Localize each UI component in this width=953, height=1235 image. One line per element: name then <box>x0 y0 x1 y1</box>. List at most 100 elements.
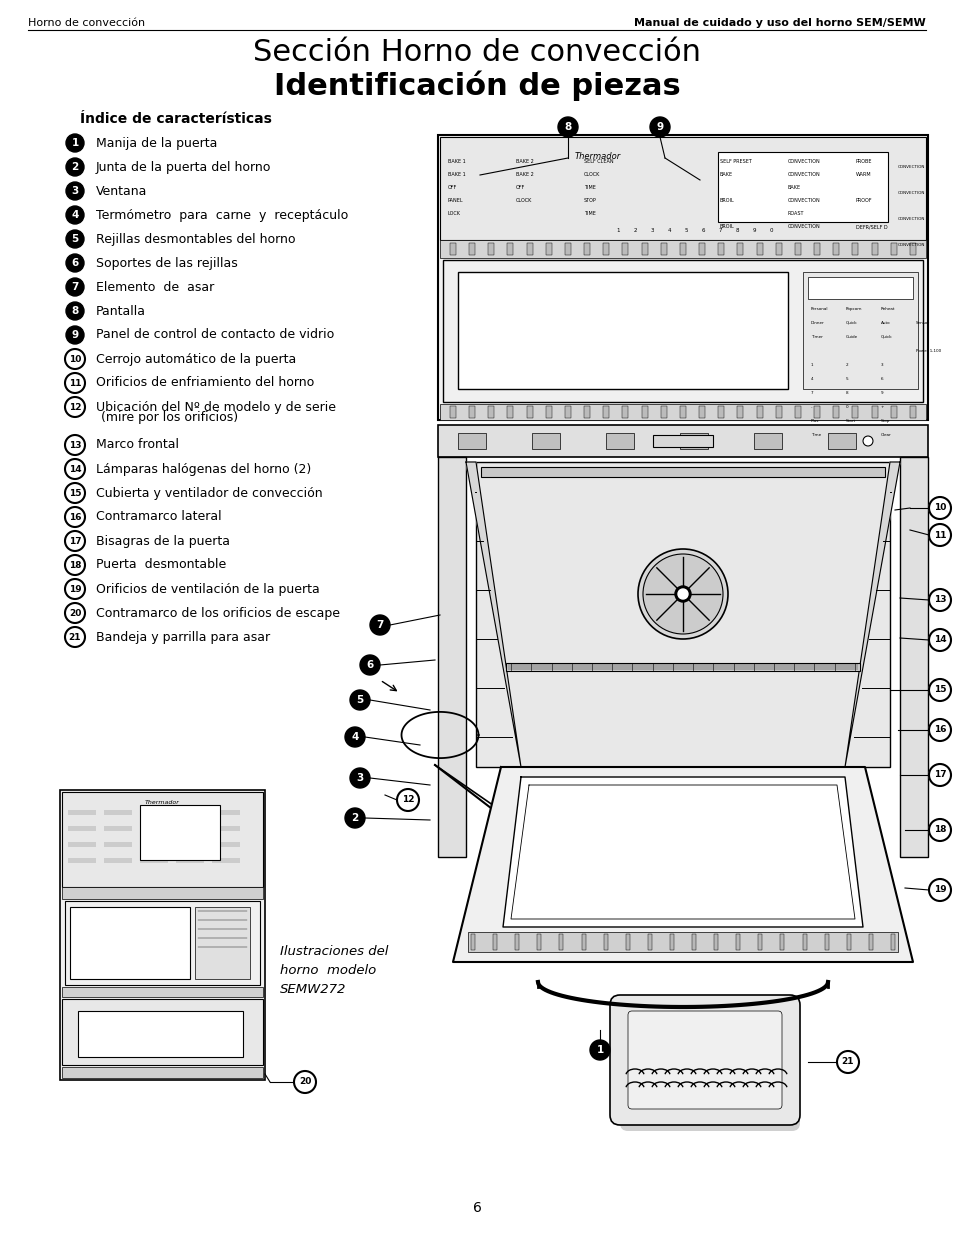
Circle shape <box>65 373 85 393</box>
Circle shape <box>638 550 727 638</box>
Circle shape <box>65 555 85 576</box>
Text: BROIL: BROIL <box>720 224 734 228</box>
Circle shape <box>862 436 872 446</box>
Text: 14: 14 <box>69 464 81 473</box>
Text: 6: 6 <box>880 377 882 382</box>
Text: Contramarco de los orificios de escape: Contramarco de los orificios de escape <box>96 606 339 620</box>
Bar <box>605 433 634 450</box>
Text: 5: 5 <box>356 695 363 705</box>
Text: 8: 8 <box>735 228 738 233</box>
Bar <box>871 243 877 254</box>
Text: 17: 17 <box>69 536 81 546</box>
Circle shape <box>66 158 84 177</box>
Text: Bandeja y parrilla para asar: Bandeja y parrilla para asar <box>96 631 270 643</box>
FancyBboxPatch shape <box>619 1005 800 1131</box>
Text: 9: 9 <box>656 122 663 132</box>
Text: Popcorn: Popcorn <box>845 308 862 311</box>
Text: Junta de la puerta del horno: Junta de la puerta del horno <box>96 161 271 173</box>
Text: CONVECTION: CONVECTION <box>787 198 820 203</box>
Circle shape <box>66 326 84 345</box>
Bar <box>60 790 265 1079</box>
Text: 16: 16 <box>69 513 81 521</box>
Bar <box>140 805 220 860</box>
Bar <box>104 826 132 831</box>
Bar <box>602 406 609 417</box>
Circle shape <box>589 1040 609 1060</box>
Text: Marco frontal: Marco frontal <box>96 438 179 452</box>
Text: Sensor: Sensor <box>915 321 929 325</box>
Text: 6: 6 <box>700 228 704 233</box>
Bar <box>652 435 712 447</box>
Bar <box>545 406 551 417</box>
Text: Clear: Clear <box>880 433 891 437</box>
Text: Lámparas halógenas del horno (2): Lámparas halógenas del horno (2) <box>96 462 311 475</box>
Text: Ubicación del Nº de modelo y de serie: Ubicación del Nº de modelo y de serie <box>96 400 335 414</box>
Circle shape <box>66 303 84 320</box>
Bar <box>526 406 532 417</box>
Bar <box>647 934 651 950</box>
Text: Guide: Guide <box>845 335 858 338</box>
Bar <box>801 934 805 950</box>
Bar <box>753 433 781 450</box>
Text: Puerta  desmontable: Puerta desmontable <box>96 558 226 572</box>
Bar <box>603 934 607 950</box>
Circle shape <box>65 531 85 551</box>
Text: Orificios de enfriamiento del horno: Orificios de enfriamiento del horno <box>96 377 314 389</box>
Text: BROIL: BROIL <box>720 198 734 203</box>
Text: 3: 3 <box>356 773 363 783</box>
Bar <box>194 906 250 979</box>
Circle shape <box>345 727 365 747</box>
Text: WARM: WARM <box>855 172 871 177</box>
Bar <box>437 457 465 857</box>
Text: STOP: STOP <box>583 198 597 203</box>
Text: Manual de cuidado y uso del horno SEM/SEMW: Manual de cuidado y uso del horno SEM/SE… <box>634 19 925 28</box>
FancyBboxPatch shape <box>627 1011 781 1109</box>
Text: 7: 7 <box>71 282 78 291</box>
Bar <box>660 406 666 417</box>
Text: CONVECTION: CONVECTION <box>897 191 924 195</box>
Bar <box>890 243 896 254</box>
Text: 15: 15 <box>69 489 81 498</box>
Text: 3: 3 <box>880 363 882 367</box>
Text: Ilustraciones del
horno  modelo
SEMW272: Ilustraciones del horno modelo SEMW272 <box>280 945 388 995</box>
Bar <box>488 406 494 417</box>
Text: Pantalla: Pantalla <box>96 305 146 317</box>
Text: 6: 6 <box>71 258 78 268</box>
Bar <box>823 934 828 950</box>
Text: SELF PRESET: SELF PRESET <box>720 159 751 164</box>
Text: -: - <box>810 405 812 409</box>
Circle shape <box>350 690 370 710</box>
Bar <box>622 406 628 417</box>
Text: Reheat: Reheat <box>880 308 895 311</box>
Text: 10: 10 <box>933 504 945 513</box>
Text: Start: Start <box>845 419 855 424</box>
Circle shape <box>649 117 669 137</box>
Text: 1: 1 <box>71 138 78 148</box>
Circle shape <box>65 579 85 599</box>
Bar <box>439 404 925 420</box>
Bar <box>775 406 781 417</box>
Text: 9: 9 <box>752 228 755 233</box>
Bar <box>471 934 475 950</box>
Bar <box>480 467 884 477</box>
Text: Dinner: Dinner <box>810 321 824 325</box>
Bar <box>909 243 915 254</box>
Bar <box>718 152 887 222</box>
Bar <box>437 135 927 420</box>
Circle shape <box>66 135 84 152</box>
Bar <box>488 243 494 254</box>
Text: 4: 4 <box>351 732 358 742</box>
Text: 0: 0 <box>768 228 772 233</box>
Text: 3: 3 <box>650 228 653 233</box>
Text: 2: 2 <box>633 228 636 233</box>
Circle shape <box>66 254 84 272</box>
Bar <box>62 887 263 899</box>
Text: Thermador: Thermador <box>575 152 620 161</box>
Circle shape <box>65 483 85 503</box>
Bar <box>175 826 204 831</box>
Text: Contramarco lateral: Contramarco lateral <box>96 510 221 524</box>
Text: Manija de la puerta: Manija de la puerta <box>96 137 217 149</box>
Text: Cerrojo automático de la puerta: Cerrojo automático de la puerta <box>96 352 296 366</box>
Bar <box>756 406 761 417</box>
Bar <box>78 1011 243 1057</box>
